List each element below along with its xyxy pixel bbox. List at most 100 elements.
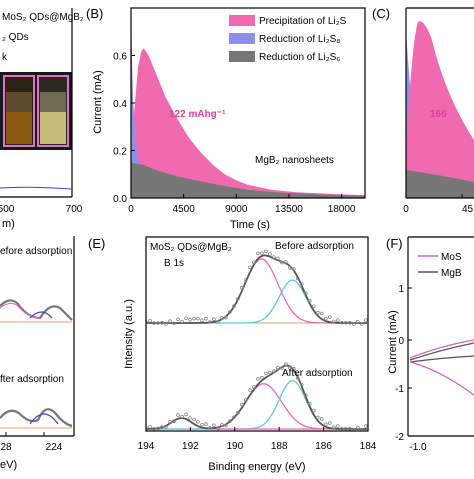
panel-e: (E) 194 192 190 188 186 184 MoS₂ QDs@MgB₂ B 1… bbox=[88, 236, 377, 473]
panel-e-data-point bbox=[311, 304, 316, 309]
panel-b-area-3 bbox=[131, 162, 365, 198]
panel-e-data-point bbox=[180, 319, 184, 324]
panel-e-data-point bbox=[307, 298, 312, 303]
panel-e-data-point bbox=[240, 402, 244, 407]
panel-b-legend: Precipitation of Li₂S Reduction of Li₂S₈… bbox=[229, 15, 347, 63]
panel-b-xlabel: Time (s) bbox=[230, 219, 270, 231]
panel-d-after: fter adsorption bbox=[0, 374, 64, 385]
panel-b-ylabel: Current (mA) bbox=[92, 70, 104, 134]
panel-b-label: (B) bbox=[86, 6, 103, 21]
panel-e-data-point bbox=[212, 317, 216, 322]
panel-e-data-point bbox=[280, 260, 284, 265]
panel-c-plot-area bbox=[406, 21, 474, 198]
panel-e-data-point bbox=[176, 317, 180, 322]
panel-e-data-point bbox=[343, 320, 348, 325]
panel-e-data-point bbox=[268, 252, 272, 256]
panel-b-xtick: 18000 bbox=[328, 204, 356, 215]
panel-b-xtick: 13500 bbox=[275, 204, 303, 215]
panel-e-data-point bbox=[359, 322, 364, 326]
panel-c-label: (C) bbox=[372, 6, 390, 21]
panel-e-data-point bbox=[184, 316, 188, 321]
panel-e-data-point bbox=[160, 320, 164, 325]
panel-d-xtick-224: 224 bbox=[46, 442, 63, 453]
panel-e-data-point bbox=[188, 416, 192, 420]
panel-e-data-point bbox=[244, 398, 248, 402]
panel-e-data-point bbox=[360, 428, 364, 431]
panel-e-data-point bbox=[327, 421, 332, 425]
panel-e-data-point bbox=[228, 310, 232, 314]
panel-e-data-point bbox=[224, 423, 228, 428]
panel-e-data-point bbox=[248, 388, 252, 392]
panel-e-data-point bbox=[319, 417, 324, 421]
panel-e-data-point bbox=[339, 320, 344, 325]
panel-e-data-point bbox=[363, 424, 368, 428]
legend-swatch-li2s8 bbox=[229, 33, 255, 44]
panel-d-xlabel: eV) bbox=[0, 459, 17, 471]
panel-b-ytick: 0.6 bbox=[113, 52, 127, 63]
panel-e-data-point bbox=[236, 296, 240, 301]
panel-b: (B) 0 4500 9000 13500 18000 0.0 0.2 0.4 0.6 Time… bbox=[86, 6, 366, 231]
panel-e-data-point bbox=[196, 316, 200, 321]
panel-b-xtick: 9000 bbox=[225, 204, 248, 215]
panel-f-ytick-1: 1 bbox=[398, 284, 404, 295]
panel-e-data-point bbox=[295, 276, 300, 281]
panel-e-data-point bbox=[240, 285, 244, 290]
panel-e-after-fit-1 bbox=[146, 383, 367, 430]
panel-e-xtick: 186 bbox=[315, 441, 332, 452]
panel-e-data-point bbox=[172, 419, 176, 424]
panel-e-data-point bbox=[248, 265, 252, 270]
panel-e-data-point bbox=[152, 321, 156, 325]
panel-e-data-point bbox=[272, 255, 276, 259]
panel-e-data-point bbox=[260, 375, 264, 380]
panel-e-data-point bbox=[220, 423, 224, 427]
panel-e-data-point bbox=[232, 415, 236, 420]
panel-e-data-point bbox=[164, 322, 168, 326]
panel-e-data-point bbox=[200, 422, 204, 427]
panel-e-data-point bbox=[299, 282, 304, 286]
panel-f-ytick-0: 0 bbox=[398, 336, 404, 347]
panel-e-axes: 194 192 190 188 186 184 bbox=[138, 427, 377, 452]
legend-swatch-li2s bbox=[229, 15, 255, 26]
panel-f-ylabel: Current (mA) bbox=[387, 310, 399, 374]
panel-e-data-point bbox=[224, 315, 228, 320]
panel-a: MoS₂ QDs@MgB₂ ₂ QDs k 500 700 m) bbox=[0, 8, 84, 230]
panel-e-data-point bbox=[184, 412, 188, 417]
panel-e-label: (E) bbox=[88, 236, 105, 251]
panel-e-data-point bbox=[204, 422, 208, 427]
panel-e-data-point bbox=[355, 425, 360, 430]
panel-e-data-point bbox=[276, 366, 280, 370]
panel-e-data-point bbox=[208, 320, 212, 324]
panel-e-xtick: 188 bbox=[271, 441, 288, 452]
panel-e-after: After adsorption bbox=[282, 368, 353, 379]
panel-e-data-point bbox=[220, 316, 224, 320]
panel-a-legend-2: ₂ QDs bbox=[2, 32, 29, 43]
panel-e-data-point bbox=[204, 316, 208, 321]
panel-e-data-point bbox=[319, 311, 324, 316]
panel-e-data-point bbox=[148, 424, 152, 429]
panel-d-before: efore adsorption bbox=[0, 246, 72, 257]
panel-e-data-point bbox=[212, 423, 216, 428]
panel-e-data-point bbox=[252, 260, 256, 265]
panel-e-data-point bbox=[335, 318, 340, 322]
panel-e-xtick: 184 bbox=[360, 441, 377, 452]
panel-e-data-point bbox=[323, 316, 328, 321]
panel-e-data-point bbox=[252, 385, 256, 389]
panel-b-xtick: 0 bbox=[128, 204, 134, 215]
panel-e-xtick: 192 bbox=[182, 441, 199, 452]
panel-e-data-point bbox=[148, 318, 152, 323]
panel-e-xtick: 190 bbox=[226, 441, 243, 452]
panel-b-xtick: 4500 bbox=[173, 204, 196, 215]
panel-f-label: (F) bbox=[386, 236, 403, 251]
panel-b-plot-area bbox=[131, 8, 365, 198]
panel-e-data-point bbox=[352, 428, 356, 431]
panel-e-data-point bbox=[347, 426, 352, 431]
panel-e-data-point bbox=[343, 426, 348, 431]
panel-b-axes: 0 4500 9000 13500 18000 0.0 0.2 0.4 0.6 bbox=[113, 52, 356, 216]
panel-f-ytick-m2: -2 bbox=[395, 432, 404, 443]
panel-e-title-2: B 1s bbox=[164, 258, 184, 269]
panel-e-data-point bbox=[156, 426, 160, 431]
panel-e-ylabel: Intensity (a.u.) bbox=[123, 299, 135, 369]
panel-e-data-point bbox=[315, 310, 320, 315]
